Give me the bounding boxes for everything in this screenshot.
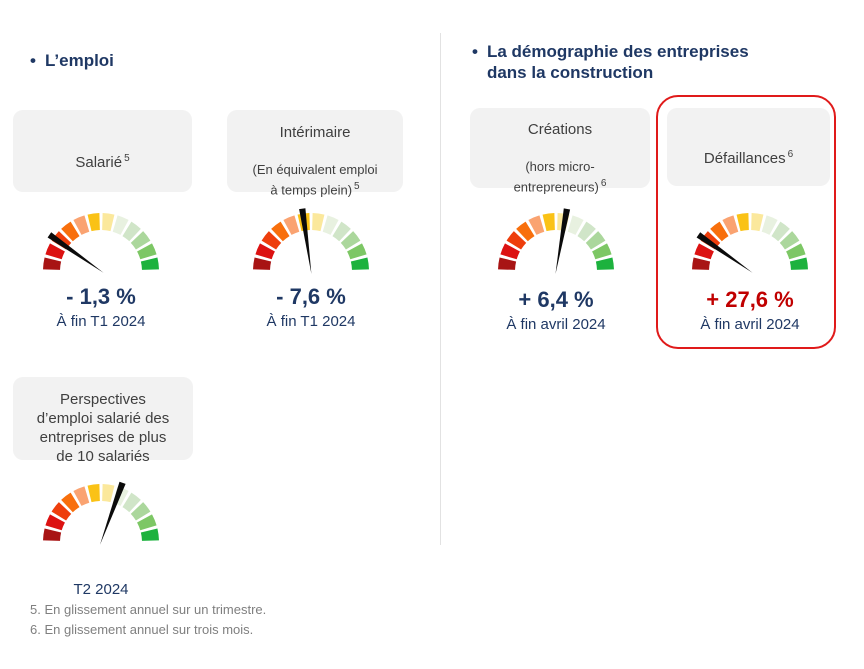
bullet-icon: • <box>30 51 36 70</box>
reading-creations: + 6,4 % À fin avril 2024 <box>456 287 656 334</box>
gauge-creations <box>494 206 618 276</box>
value-interimaire: - 7,6 % <box>276 284 346 309</box>
reading-salarie: - 1,3 % À fin T1 2024 <box>1 284 201 331</box>
footnote-6: 6. En glissement annuel sur trois mois. <box>30 622 254 637</box>
value-salarie: - 1,3 % <box>66 284 136 309</box>
footnote-5: 5. En glissement annuel sur un trimestre… <box>30 602 267 617</box>
card-creations: Créations (hors micro- entrepreneurs) 6 <box>470 108 650 194</box>
footnotes: 5. En glissement annuel sur un trimestre… <box>30 600 266 640</box>
footnote-ref-6: 6 <box>787 149 794 160</box>
card-interimaire: Intérimaire (En équivalent emploi à temp… <box>227 110 403 197</box>
gauge-interimaire <box>249 206 373 276</box>
gauge-defaillances <box>688 206 812 276</box>
period-salarie: À fin T1 2024 <box>56 313 146 330</box>
footnote-ref-6: 6 <box>600 177 607 189</box>
footnote-ref-5: 5 <box>354 180 360 192</box>
card-creations-subtitle: (hors micro- entrepreneurs) 6 <box>513 158 607 195</box>
reading-defaillances: + 27,6 % À fin avril 2024 <box>650 287 850 334</box>
defaillances-highlight-frame <box>656 95 836 349</box>
period-creations: À fin avril 2024 <box>506 316 606 333</box>
card-defaillances-title: Défaillances 6 <box>703 149 794 167</box>
bullet-icon: • <box>472 42 478 61</box>
card-creations-title: Créations <box>527 120 593 138</box>
right-section-title: • La démographie des entreprises dans la… <box>472 41 812 83</box>
reading-interimaire: - 7,6 % À fin T1 2024 <box>211 284 411 331</box>
period-interimaire: À fin T1 2024 <box>266 313 356 330</box>
card-perspectives-title: Perspectives d’emploi salarié des entrep… <box>36 391 170 465</box>
period-defaillances: À fin avril 2024 <box>700 316 800 333</box>
gauge-perspectives <box>39 477 163 547</box>
value-creations: + 6,4 % <box>518 287 594 312</box>
card-interimaire-subtitle: (En équivalent emploi à temps plein) 5 <box>252 161 378 198</box>
value-defaillances: + 27,6 % <box>706 287 794 312</box>
section-divider <box>440 33 441 545</box>
card-perspectives: Perspectives d’emploi salarié des entrep… <box>13 377 193 465</box>
right-section-title-text: La démographie des entreprises dans la c… <box>486 42 749 82</box>
card-salarie-title: Salarié 5 <box>75 153 130 171</box>
left-section-title: • L’emploi <box>30 50 290 71</box>
left-section-title-text: L’emploi <box>44 51 114 70</box>
footnote-ref-5: 5 <box>124 153 130 164</box>
card-salarie: Salarié 5 <box>13 110 192 192</box>
period-perspectives: T2 2024 <box>73 581 129 598</box>
gauge-salarie <box>39 206 163 276</box>
card-defaillances: Défaillances 6 <box>667 108 830 186</box>
card-interimaire-title: Intérimaire <box>279 123 351 141</box>
